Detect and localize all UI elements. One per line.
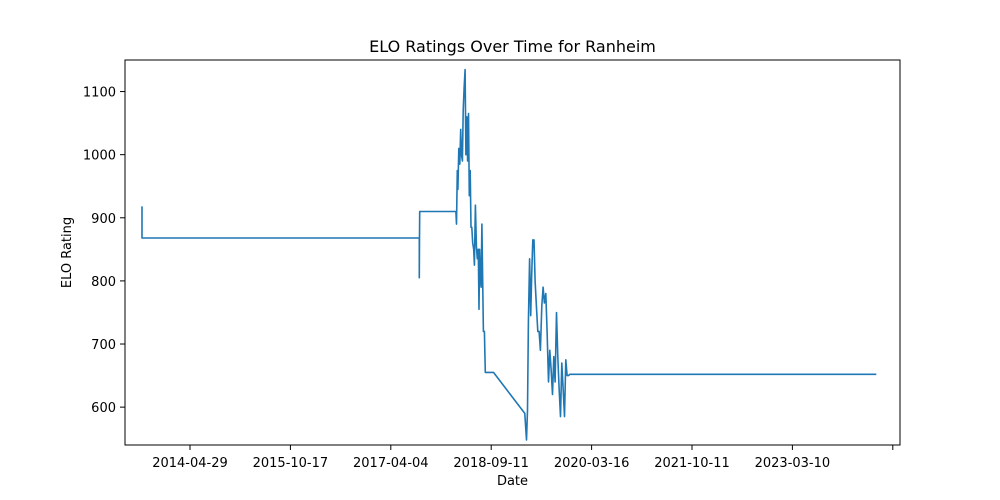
y-tick-label: 600 — [91, 401, 116, 416]
y-tick-label: 800 — [91, 275, 116, 290]
x-tick-label: 2017-04-04 — [353, 456, 429, 471]
x-tick-label: 2014-04-29 — [152, 456, 228, 471]
plot-area — [141, 68, 877, 441]
y-tick-label: 1000 — [83, 149, 116, 164]
x-axis-label: Date — [497, 474, 528, 489]
y-tick-label: 700 — [91, 338, 116, 353]
series-line-0 — [141, 68, 877, 441]
plot-frame — [124, 59, 901, 446]
y-axis-ticks: 600 700 800 900 1000 1100 — [83, 86, 125, 416]
x-tick-label: 2023-03-10 — [755, 456, 831, 471]
x-tick-label: 2015-10-17 — [253, 456, 329, 471]
chart-title: ELO Ratings Over Time for Ranheim — [369, 37, 656, 56]
x-tick-label: 2020-03-16 — [554, 456, 630, 471]
x-axis-ticks: 2014-04-29 2015-10-17 2017-04-04 2018-09-11… — [152, 445, 894, 471]
x-tick-label: 2018-09-11 — [453, 456, 529, 471]
y-tick-label: 1100 — [83, 86, 116, 101]
x-tick-label: 2021-10-11 — [654, 456, 730, 471]
y-axis-label: ELO Rating — [60, 217, 75, 288]
y-tick-label: 900 — [91, 212, 116, 227]
